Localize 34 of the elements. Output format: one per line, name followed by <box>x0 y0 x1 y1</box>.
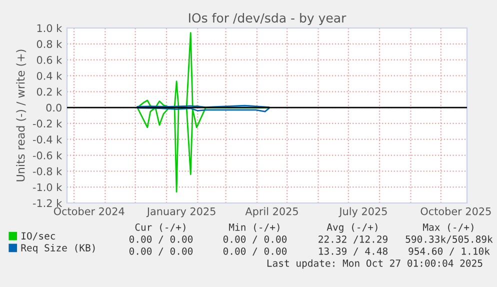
text: Avg (-/+) <box>326 223 378 233</box>
x-tick-label: October 2025 <box>420 207 491 216</box>
text: 13.39 / 4.48 <box>319 247 388 256</box>
y-tick-label: -0.6 k <box>32 151 62 160</box>
text: 0.00 / 0.00 <box>129 247 193 256</box>
text: Cur (-/+) <box>135 223 186 232</box>
x-tick-label: April 2025 <box>245 207 298 218</box>
y-tick-label: 0.2 k <box>36 88 62 96</box>
y-tick-label: -1.2 k <box>32 199 62 207</box>
text: 0.00 / 0.00 <box>129 235 193 244</box>
text: 0.00 / 0.00 <box>223 235 287 244</box>
y-tick-label: 1.0 k <box>37 24 62 32</box>
chart-title: IOs for /dev/sda - by year <box>189 12 346 26</box>
x-tick-label: July 2025 <box>338 207 387 218</box>
y-tick-label: 0.4 k <box>36 72 62 80</box>
y-axis-title: Units read (-) / write (+) <box>16 50 26 182</box>
x-tick-label: January 2025 <box>146 207 216 218</box>
y-tick-label: -0.4 k <box>32 135 62 144</box>
x-tick-label: October 2024 <box>54 207 124 216</box>
text: 954.60 / 1.10k <box>408 247 490 256</box>
y-tick-label: 0.6 k <box>36 56 62 64</box>
text: Max (-/+) <box>423 223 474 232</box>
text: Min (-/+) <box>229 223 280 232</box>
y-tick-label: -0.8 k <box>32 167 62 176</box>
text: Last update: Mon Oct 27 01:00:04 2025 <box>267 259 482 269</box>
y-tick-label: -0.2 k <box>32 119 62 128</box>
legend-label: Req Size (KB) <box>21 244 95 254</box>
y-tick-label: 0.8 k <box>36 40 62 48</box>
legend-label: IO/sec <box>22 232 55 240</box>
text: 22.32 /12.29 <box>318 235 388 244</box>
text: 0.00 / 0.00 <box>223 247 287 256</box>
text: 590.33k/505.89k <box>406 235 493 244</box>
y-tick-label: -1.0 k <box>32 183 62 192</box>
y-tick-label: 0.0 <box>46 104 62 112</box>
